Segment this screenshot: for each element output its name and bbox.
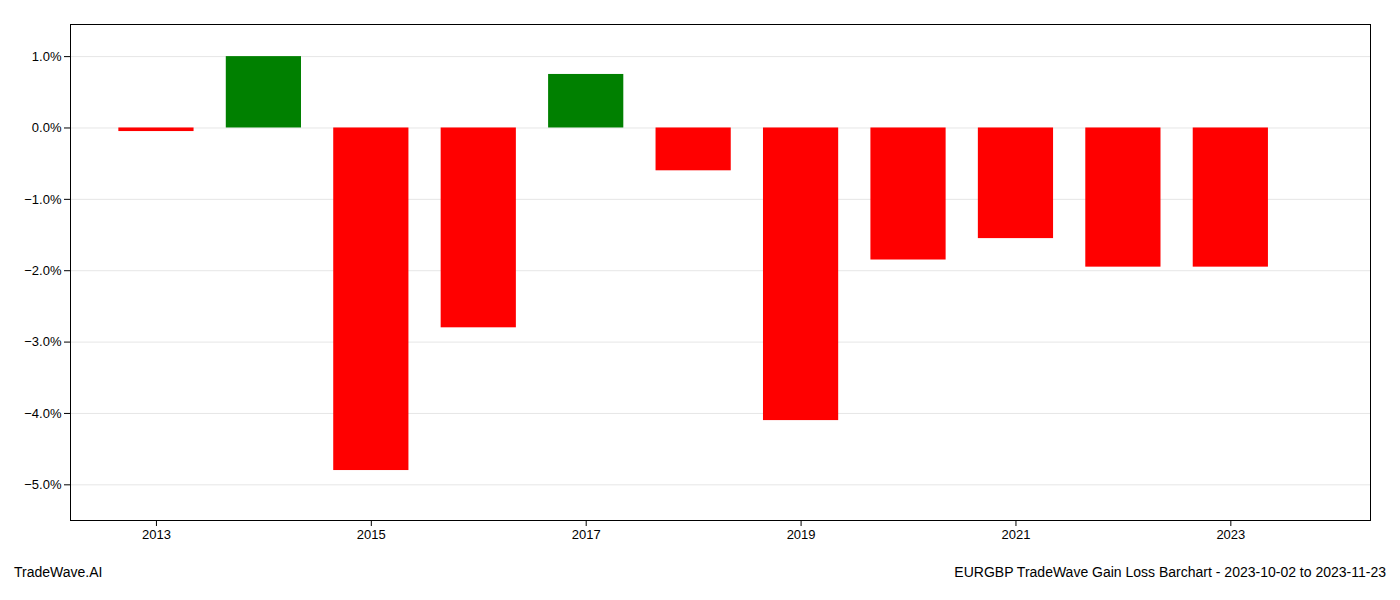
svg-text:2023: 2023 (1216, 527, 1245, 542)
svg-text:1.0%: 1.0% (32, 49, 62, 64)
svg-text:−4.0%: −4.0% (24, 406, 62, 421)
svg-text:0.0%: 0.0% (32, 120, 62, 135)
svg-text:2017: 2017 (572, 527, 601, 542)
svg-text:−3.0%: −3.0% (24, 334, 62, 349)
svg-text:−1.0%: −1.0% (24, 192, 62, 207)
svg-text:2019: 2019 (787, 527, 816, 542)
html-text:EURGBP TradeWave Gain Loss Bar: EURGBP TradeWave Gain Loss Barchart - 20… (954, 564, 1386, 580)
svg-text:−2.0%: −2.0% (24, 263, 62, 278)
html-text:TradeWave.AI: TradeWave.AI (14, 564, 103, 580)
svg-text:2013: 2013 (142, 527, 171, 542)
svg-text:2015: 2015 (357, 527, 386, 542)
svg-text:−5.0%: −5.0% (24, 477, 62, 492)
svg-text:2021: 2021 (1001, 527, 1030, 542)
